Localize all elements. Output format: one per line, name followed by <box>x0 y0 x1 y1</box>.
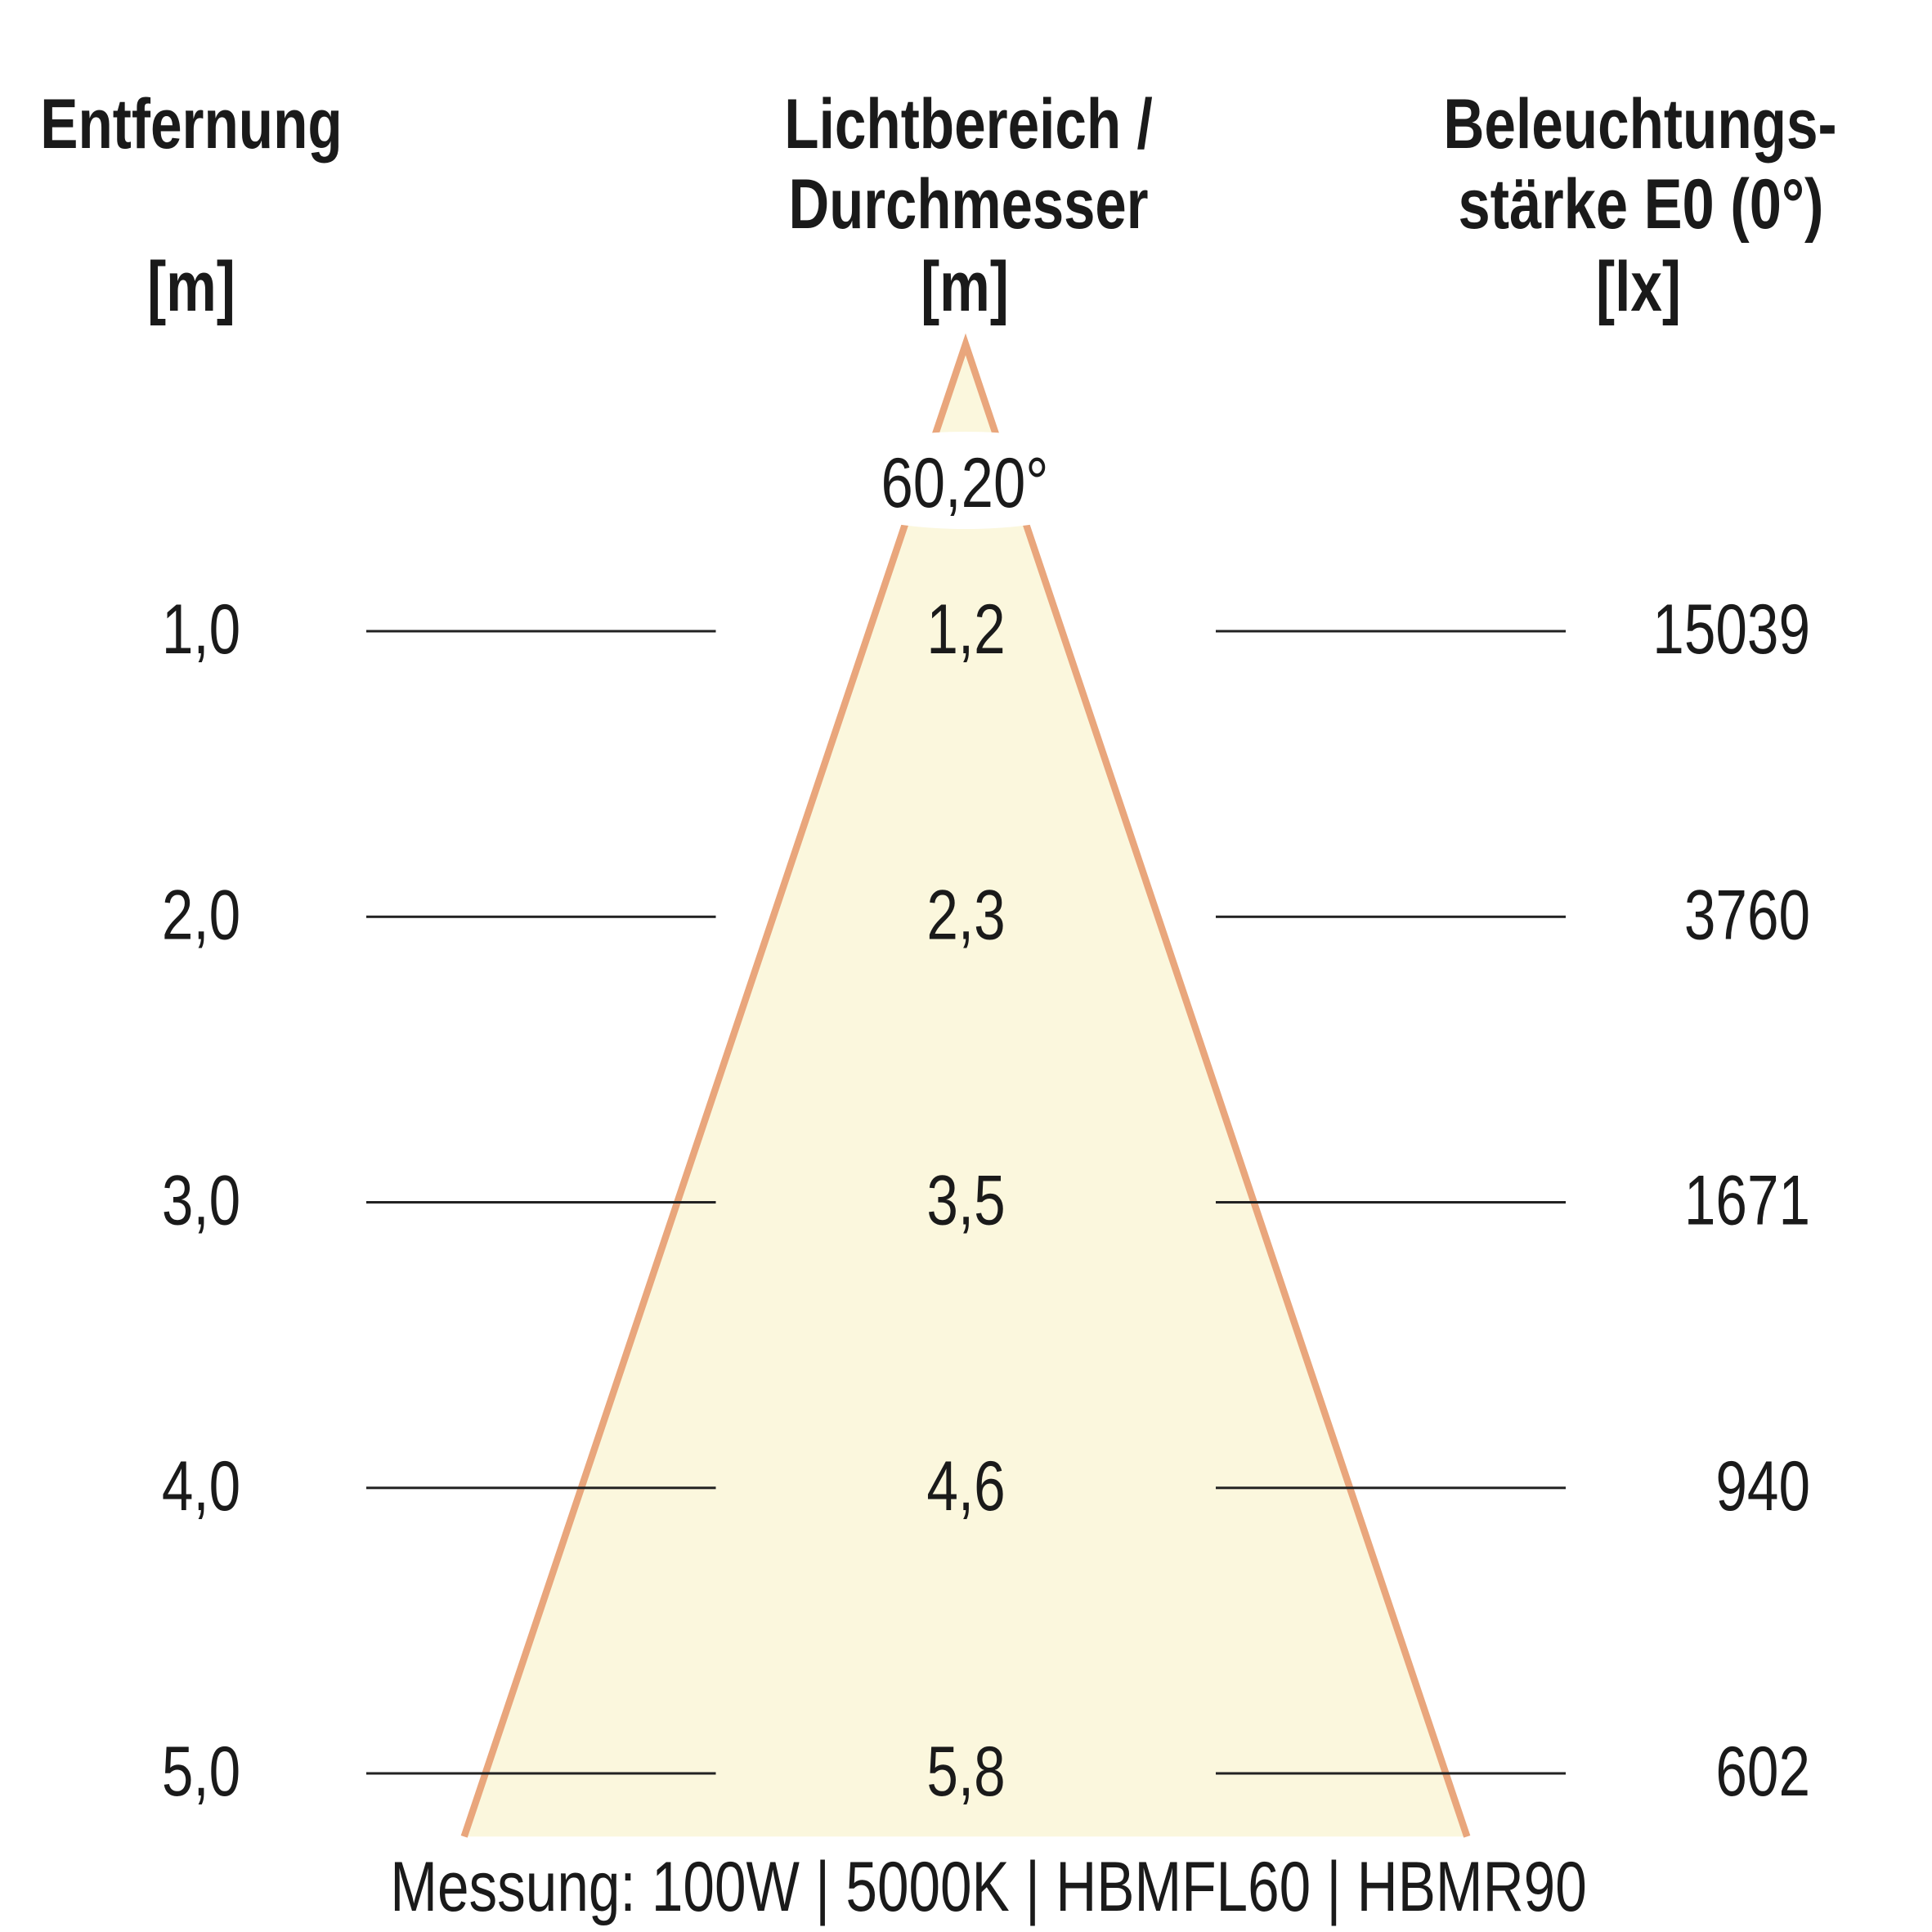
svg-text:1671: 1671 <box>1684 1162 1810 1240</box>
svg-text:[lx]: [lx] <box>1596 248 1681 326</box>
svg-text:[m]: [m] <box>147 248 235 326</box>
svg-text:602: 602 <box>1715 1733 1810 1811</box>
svg-text:Messung: 100W | 5000K | HBMFL6: Messung: 100W | 5000K | HBMFL60 | HBMR90 <box>390 1848 1587 1926</box>
svg-text:5,8: 5,8 <box>926 1733 1005 1811</box>
svg-text:5,0: 5,0 <box>162 1733 240 1811</box>
svg-text:3,0: 3,0 <box>162 1162 240 1240</box>
svg-text:3760: 3760 <box>1684 876 1810 954</box>
svg-text:4,6: 4,6 <box>926 1447 1005 1526</box>
svg-text:1,2: 1,2 <box>926 590 1005 669</box>
svg-text:3,5: 3,5 <box>926 1162 1005 1240</box>
svg-text:940: 940 <box>1715 1447 1810 1526</box>
svg-text:stärke E0 (0°): stärke E0 (0°) <box>1459 165 1824 244</box>
svg-text:2,3: 2,3 <box>926 876 1005 954</box>
svg-text:Entfernung: Entfernung <box>40 85 343 164</box>
svg-text:60,20°: 60,20° <box>881 444 1049 522</box>
svg-text:Lichtbereich /: Lichtbereich / <box>784 85 1153 164</box>
svg-text:Durchmesser: Durchmesser <box>789 165 1149 244</box>
svg-text:2,0: 2,0 <box>162 876 240 954</box>
svg-text:15039: 15039 <box>1652 590 1810 669</box>
svg-text:[m]: [m] <box>921 248 1009 326</box>
svg-text:1,0: 1,0 <box>162 590 240 669</box>
svg-text:Beleuchtungs-: Beleuchtungs- <box>1443 85 1836 164</box>
svg-text:4,0: 4,0 <box>162 1447 240 1526</box>
